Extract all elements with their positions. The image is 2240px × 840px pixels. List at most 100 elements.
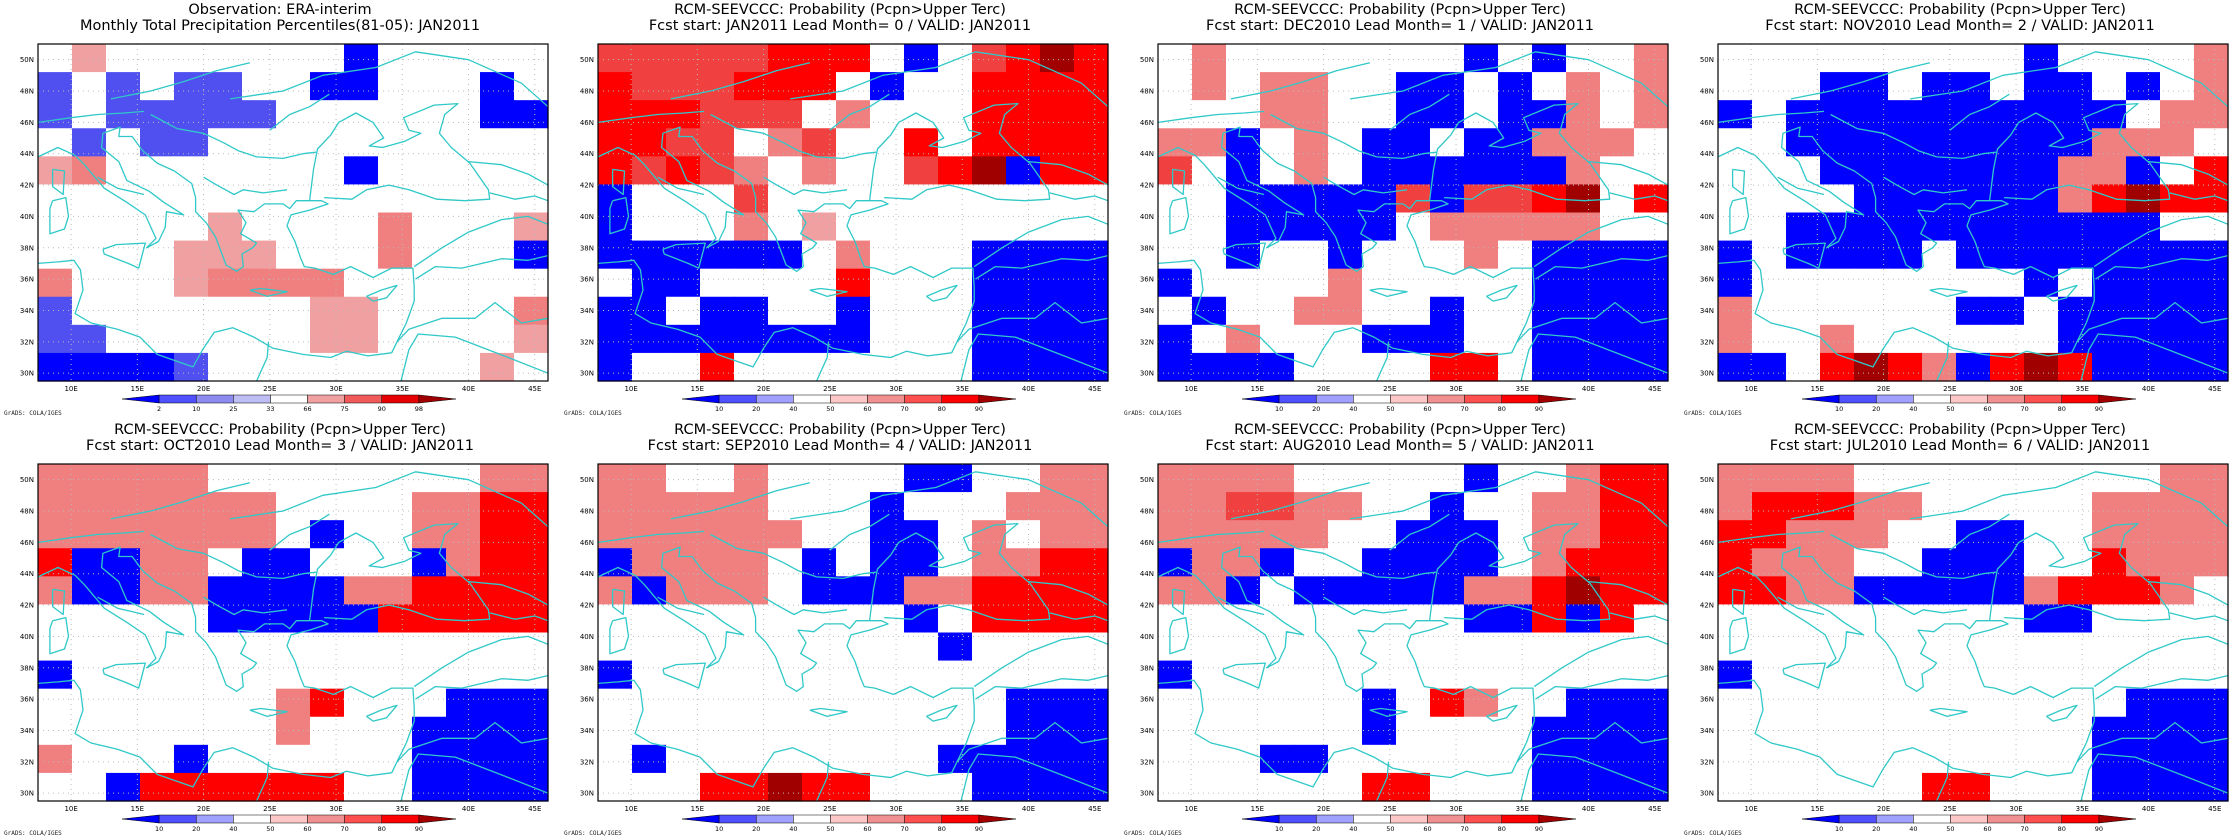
legend-swatch xyxy=(381,814,420,824)
grid-cell xyxy=(378,128,413,157)
coastline xyxy=(110,482,251,520)
grid-cell xyxy=(1566,744,1601,774)
coastline xyxy=(1717,110,1825,124)
grid-cell xyxy=(598,352,633,382)
grid-cell xyxy=(1328,688,1363,718)
grid-cell xyxy=(1328,184,1363,214)
grid-cell xyxy=(904,100,939,129)
grid-cell xyxy=(1006,772,1041,802)
grid-cell xyxy=(870,716,905,746)
legend-tick-label: 20 xyxy=(192,825,200,833)
grid-cell xyxy=(1192,744,1227,774)
lat-tick-label: 32N xyxy=(20,338,34,346)
lon-tick-label: 10E xyxy=(64,385,77,393)
grid-cell xyxy=(38,352,73,382)
grid-cell xyxy=(446,744,481,774)
grid-cell xyxy=(412,296,447,326)
grid-cell xyxy=(72,464,107,493)
legend-tick-label: 90 xyxy=(2095,825,2103,833)
grid-cell xyxy=(938,520,973,549)
grid-cell xyxy=(1820,688,1855,718)
lat-tick-label: 40N xyxy=(1700,213,1714,221)
grid-cell xyxy=(514,520,549,549)
grid-cell xyxy=(1430,464,1465,493)
grid-cell xyxy=(1600,240,1635,270)
grid-cell xyxy=(1956,184,1991,214)
grid-cell xyxy=(106,212,141,242)
coastline xyxy=(1929,707,1968,718)
grid-cell xyxy=(1786,268,1821,298)
grid-cell xyxy=(1464,100,1499,129)
grid-cell xyxy=(2126,688,2161,718)
grid-cell xyxy=(1040,464,1075,493)
lon-tick-label: 25E xyxy=(1383,385,1396,393)
grid-cell xyxy=(1362,296,1397,326)
grid-cell xyxy=(938,44,973,73)
panel-title-line2: Fcst start: DEC2010 Lead Month= 1 / VALI… xyxy=(1206,18,1594,34)
legend-swatch xyxy=(121,814,160,824)
grid-cell xyxy=(1158,520,1193,549)
legend-swatch xyxy=(1390,814,1428,824)
grid-cell xyxy=(2160,240,2195,270)
grid-cell xyxy=(1192,604,1227,634)
grid-cell xyxy=(768,100,803,129)
grid-cell xyxy=(1854,492,1889,521)
lon-tick-label: 35E xyxy=(2076,385,2089,393)
grid-cell xyxy=(1752,184,1787,214)
grid-cell xyxy=(412,72,447,101)
coastline xyxy=(829,513,890,551)
grid-cell xyxy=(1498,72,1533,101)
grid-cell xyxy=(1464,72,1499,101)
grid-cell xyxy=(1820,744,1855,774)
grid-cell xyxy=(106,324,141,354)
coastline xyxy=(49,196,70,235)
grid-cell xyxy=(1786,324,1821,354)
grid-cell xyxy=(1192,352,1227,382)
grid-cell xyxy=(768,660,803,690)
coastline xyxy=(662,662,706,689)
grid-cell xyxy=(310,212,345,242)
grid-cell xyxy=(1566,268,1601,298)
grid-cell xyxy=(378,268,413,298)
grid-cell xyxy=(1498,688,1533,718)
coastline xyxy=(1171,168,1186,196)
grid-cell xyxy=(1888,548,1923,577)
grid-cell xyxy=(1006,716,1041,746)
grid-cell xyxy=(1294,212,1329,242)
grid-cell xyxy=(1498,492,1533,521)
grid-cell xyxy=(768,156,803,186)
grid-cell xyxy=(1820,128,1855,157)
coastline xyxy=(1171,588,1186,616)
lat-tick-label: 38N xyxy=(1140,244,1154,252)
grid-cell xyxy=(632,72,667,101)
graticule xyxy=(38,464,548,801)
grid-cell xyxy=(412,632,447,662)
lat-tick-label: 42N xyxy=(1140,182,1154,190)
grid-cell xyxy=(870,660,905,690)
grid-cell xyxy=(38,716,73,746)
coastline xyxy=(597,530,705,544)
grid-cell xyxy=(1464,240,1499,270)
lat-tick-label: 34N xyxy=(580,727,594,735)
grid-cell xyxy=(480,576,515,606)
grid-cell xyxy=(1074,548,1109,577)
lon-tick-label: 15E xyxy=(1251,805,1264,813)
grid-cell xyxy=(1888,716,1923,746)
grid-cell xyxy=(870,492,905,521)
grid-cell xyxy=(1006,268,1041,298)
grid-cell xyxy=(344,240,379,270)
grid-cell xyxy=(1566,688,1601,718)
lon-tick-label: 40E xyxy=(2142,805,2155,813)
grid-cell xyxy=(480,352,515,382)
map-panel-obs: Observation: ERA-interim Monthly Total Pr… xyxy=(0,0,560,420)
legend-swatch xyxy=(1538,394,1577,404)
grid-cell xyxy=(1158,744,1193,774)
grid-cell xyxy=(446,212,481,242)
legend-swatch xyxy=(1913,394,1951,404)
lat-tick-label: 30N xyxy=(580,370,594,378)
lon-tick-label: 30E xyxy=(1449,385,1462,393)
grid-cell xyxy=(1956,44,1991,73)
grid-cell xyxy=(1888,520,1923,549)
grid-cell xyxy=(2160,212,2195,242)
grid-cell xyxy=(1040,688,1075,718)
